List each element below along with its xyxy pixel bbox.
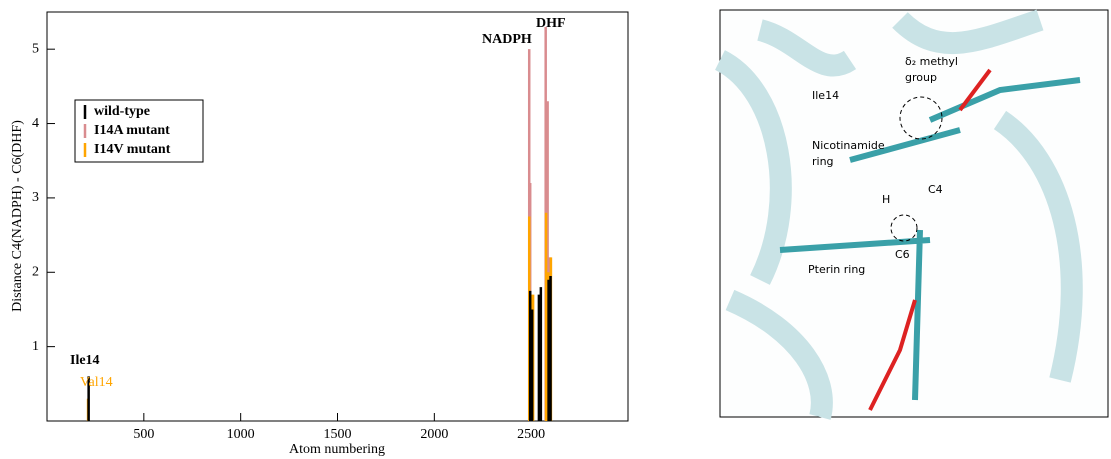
ribbon — [714, 9, 1083, 420]
y-tick-label: 5 — [32, 41, 39, 56]
x-tick-label: 1500 — [324, 427, 352, 442]
panel-label: C6 — [895, 248, 910, 261]
panel-label: Nicotinamide — [812, 139, 885, 152]
panel-label: Ile14 — [812, 89, 839, 102]
y-tick-label: 1 — [32, 339, 39, 354]
y-tick-label: 3 — [32, 190, 39, 205]
panel-label: δ₂ methyl — [905, 55, 958, 68]
x-axis-label: Atom numbering — [289, 442, 385, 457]
stick-model — [779, 77, 1081, 401]
panel-label: Pterin ring — [808, 263, 865, 276]
annotation: NADPH — [482, 32, 532, 47]
annotation: Val14 — [80, 375, 113, 390]
annotation: DHF — [536, 16, 566, 31]
x-tick-label: 500 — [133, 427, 154, 442]
panel-label: H — [882, 193, 890, 206]
legend-label: I14A mutant — [94, 123, 170, 138]
y-axis-label: Distance C4(NADPH) - C6(DHF) — [10, 120, 25, 312]
stick-model — [868, 68, 992, 411]
x-tick-label: 1000 — [227, 427, 255, 442]
x-tick-label: 2500 — [517, 427, 545, 442]
legend-label: wild-type — [94, 104, 150, 119]
annotation: Ile14 — [70, 353, 100, 368]
highlight-circle — [890, 214, 918, 242]
x-tick-label: 2000 — [420, 427, 448, 442]
legend-label: I14V mutant — [94, 142, 171, 157]
panel-label: group — [905, 71, 937, 84]
legend-box — [74, 99, 204, 163]
molecule-panel — [714, 9, 1109, 420]
y-tick-label: 4 — [32, 116, 39, 131]
y-tick-label: 2 — [32, 264, 39, 279]
panel-label: C4 — [928, 183, 943, 196]
highlight-circle — [899, 96, 943, 140]
panel-label: ring — [812, 155, 834, 168]
